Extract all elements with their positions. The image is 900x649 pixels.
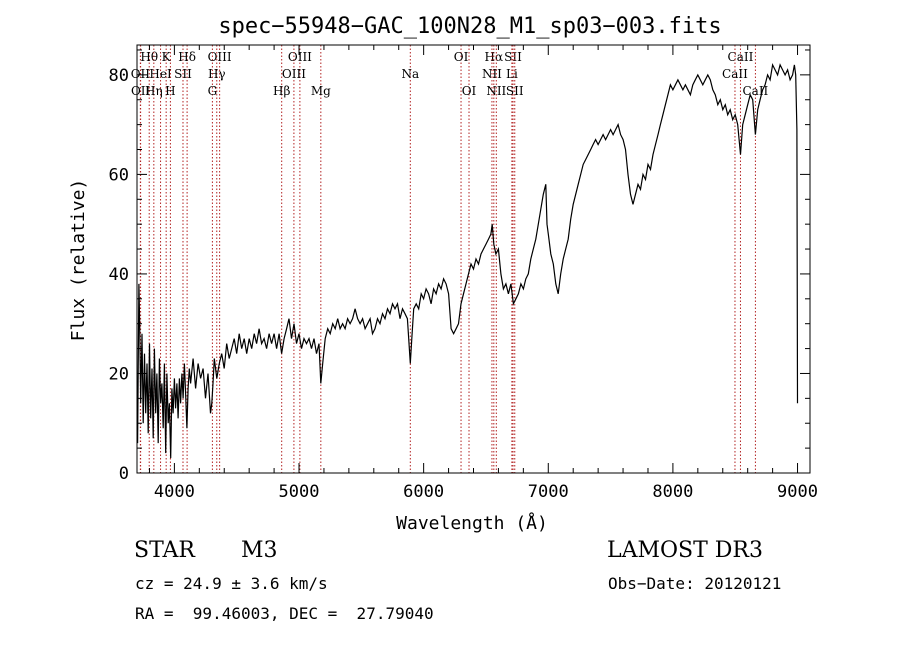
x-axis-label: Wavelength (Å) bbox=[396, 512, 548, 534]
marker-label: OIII bbox=[208, 50, 232, 64]
y-axis: 0 20 40 60 80 bbox=[109, 49, 810, 484]
y-tick-label: 80 bbox=[109, 66, 129, 86]
marker-label: OII bbox=[131, 84, 151, 98]
y-tick-label: 20 bbox=[109, 364, 129, 384]
x-tick-label: 9000 bbox=[777, 482, 818, 502]
marker-label: H bbox=[165, 84, 175, 98]
x-tick-label: 8000 bbox=[652, 482, 693, 502]
marker-label: SII bbox=[174, 67, 192, 81]
marker-label: SII bbox=[504, 50, 522, 64]
marker-label: Hδ bbox=[178, 50, 196, 64]
marker-label: Hβ bbox=[273, 84, 290, 98]
plot-frame bbox=[136, 44, 811, 474]
marker-label: NII bbox=[486, 84, 506, 98]
marker-label: Na bbox=[401, 67, 419, 81]
series-group bbox=[137, 62, 799, 459]
x-tick-label: 7000 bbox=[528, 482, 569, 502]
marker-label: Li bbox=[506, 67, 518, 81]
marker-label: Hη bbox=[145, 84, 163, 98]
marker-label: Hθ bbox=[140, 50, 158, 64]
marker-label: NII bbox=[482, 67, 502, 81]
marker-label: SII bbox=[506, 84, 524, 98]
x-tick-label: 6000 bbox=[403, 482, 444, 502]
marker-label: OIII bbox=[288, 50, 312, 64]
sky-coordinates: RA = 99.46003, DEC = 27.79040 bbox=[135, 604, 434, 623]
marker-label: CaII bbox=[728, 50, 754, 64]
marker-label: Mg bbox=[311, 84, 331, 98]
y-axis-label: Flux (relative) bbox=[68, 179, 89, 342]
x-axis: 4000 5000 6000 7000 8000 9000 bbox=[148, 45, 818, 502]
marker-label: OI bbox=[454, 50, 469, 64]
marker-label: G bbox=[208, 84, 218, 98]
survey-name: LAMOST DR3 bbox=[607, 538, 763, 563]
marker-label: OIII bbox=[282, 67, 306, 81]
observation-date: Obs−Date: 20120121 bbox=[608, 574, 782, 593]
marker-label: CaII bbox=[742, 84, 768, 98]
object-subclass: M3 bbox=[241, 538, 278, 563]
object-class: STAR bbox=[134, 538, 195, 563]
y-tick-label: 0 bbox=[119, 464, 129, 484]
marker-label: CaII bbox=[722, 67, 748, 81]
marker-label: Hγ bbox=[208, 67, 226, 81]
spectrum-line bbox=[137, 62, 799, 459]
marker-label: K bbox=[162, 50, 172, 64]
redshift-cz: cz = 24.9 ± 3.6 km/s bbox=[135, 574, 328, 593]
x-tick-label: 5000 bbox=[279, 482, 320, 502]
marker-label: HeI bbox=[149, 67, 172, 81]
marker-label: OI bbox=[462, 84, 477, 98]
chart-title: spec−55948−GAC_100N28_M1_sp03−003.fits bbox=[218, 14, 721, 39]
y-tick-label: 60 bbox=[109, 165, 129, 185]
marker-label: Hα bbox=[485, 50, 504, 64]
x-tick-label: 4000 bbox=[154, 482, 195, 502]
y-tick-label: 40 bbox=[109, 265, 129, 285]
